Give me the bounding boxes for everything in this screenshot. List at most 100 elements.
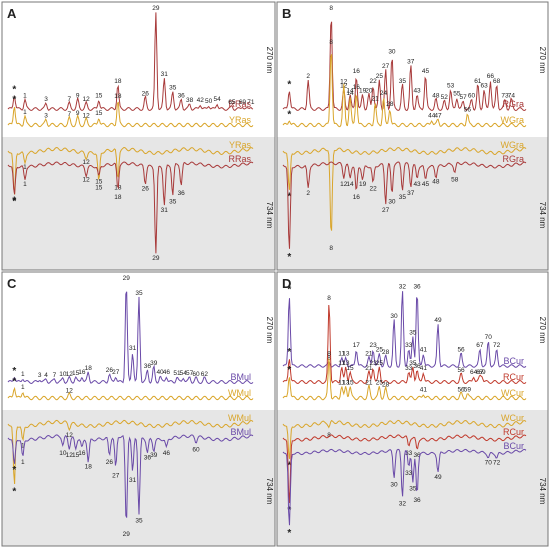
peak-label: 53 (447, 83, 455, 90)
peak-label: 40 (156, 369, 164, 376)
peak-label: 12 (83, 177, 91, 184)
solvent-peak-marker: * (287, 285, 291, 296)
peak-label: 56 (457, 346, 465, 353)
peak-label: 36 (413, 283, 421, 290)
series-label: BMul (230, 427, 251, 437)
peak-label: 1 (23, 181, 27, 188)
peak-label: 36 (178, 92, 186, 99)
peak-label: 39 (150, 452, 158, 459)
peak-label: 19 (359, 87, 367, 94)
peak-label: 56 (457, 386, 465, 393)
series-label: RGra (502, 154, 524, 164)
peak-label: 27 (112, 369, 120, 376)
peak-label: 35 (399, 78, 407, 85)
peak-label: 21 (365, 365, 373, 372)
bottom-section-background (277, 137, 548, 270)
peak-label: 65 (228, 99, 236, 106)
peak-label: 56 (464, 107, 472, 114)
peak-label: 57 (186, 370, 194, 377)
peak-label: 2 (306, 190, 310, 197)
series-label: WCur (501, 388, 524, 398)
peak-label: 71 (247, 99, 255, 106)
peak-label: 29 (123, 275, 131, 282)
trace-line (282, 304, 527, 385)
peak-label: 36 (144, 455, 152, 462)
trace-line (282, 358, 527, 401)
series-label: BMul (230, 372, 251, 382)
series-BCur-bottom: BCur 30 32 33 35 36 49 70 72 * (282, 441, 527, 539)
peak-label: 60 (192, 446, 200, 453)
peak-label: 69 (239, 99, 247, 106)
peak-label: 30 (388, 198, 396, 205)
peak-label: 32 (399, 283, 407, 290)
series-label: RCur (503, 372, 524, 382)
peak-label: 10 (59, 450, 67, 457)
peak-label: 27 (382, 207, 390, 214)
peak-label: 8 (327, 295, 331, 302)
peak-label: 12 (66, 432, 74, 439)
solvent-peak-marker: * (287, 347, 291, 358)
peak-label: 8 (329, 39, 333, 46)
peak-label: 48 (432, 178, 440, 185)
peak-label: 35 (409, 485, 417, 492)
peak-label: 21 (365, 351, 373, 358)
solvent-peak-marker: * (287, 460, 291, 471)
wavelength-label-top: 270 nm (265, 317, 274, 344)
panel-frame (276, 1, 549, 271)
peak-label: 8 (329, 5, 333, 12)
peak-label: 41 (420, 386, 428, 393)
peak-label: 61 (474, 78, 482, 85)
peak-label: 25 (376, 360, 384, 367)
trace-line (7, 419, 254, 485)
peak-label: 1 (23, 164, 27, 171)
panel-letter: A (7, 6, 17, 21)
peak-label: 8 (327, 355, 331, 362)
peak-label: 35 (409, 360, 417, 367)
series-WMul-bottom: WMul 1 12 * (7, 413, 254, 497)
peak-label: 4 (44, 372, 48, 379)
peak-label: 29 (123, 531, 131, 538)
trace-line (282, 21, 527, 112)
peak-label: 45 (422, 181, 430, 188)
trace-line (7, 12, 254, 111)
trace-line (282, 54, 527, 128)
trace-line (282, 146, 527, 231)
panel-letter: D (282, 276, 291, 291)
peak-label: 21 (372, 95, 380, 102)
peak-label: 12 (83, 96, 91, 103)
peak-label: 48 (432, 92, 440, 99)
peak-label: 2 (306, 73, 310, 80)
peak-label: 55 (453, 90, 461, 97)
peak-label: 8 (327, 350, 331, 357)
trace-line (7, 146, 254, 195)
peak-label: 31 (161, 207, 169, 214)
trace-line (7, 291, 254, 385)
peak-label: 32 (399, 501, 407, 508)
peak-label: 12 (66, 452, 74, 459)
peak-label: 60 (192, 371, 200, 378)
peak-label: 38 (186, 97, 194, 104)
peak-label: 30 (390, 482, 398, 489)
peak-label: 29 (152, 5, 160, 12)
peak-label: 35 (169, 85, 177, 92)
peak-label: 20 (365, 87, 373, 94)
wavelength-label-bottom: 734 nm (538, 202, 547, 229)
peak-label: 14 (346, 90, 354, 97)
peak-label: 35 (135, 518, 143, 525)
peak-label: 70 (485, 334, 493, 341)
peak-label: 37 (407, 190, 415, 197)
peak-label: 35 (399, 194, 407, 201)
peak-label: 66 (487, 73, 495, 80)
trace-line (282, 419, 527, 459)
peak-label: 14 (346, 181, 354, 188)
peak-label: 41 (420, 346, 428, 353)
peak-label: 15 (72, 370, 80, 377)
peak-label: 29 (152, 255, 160, 262)
